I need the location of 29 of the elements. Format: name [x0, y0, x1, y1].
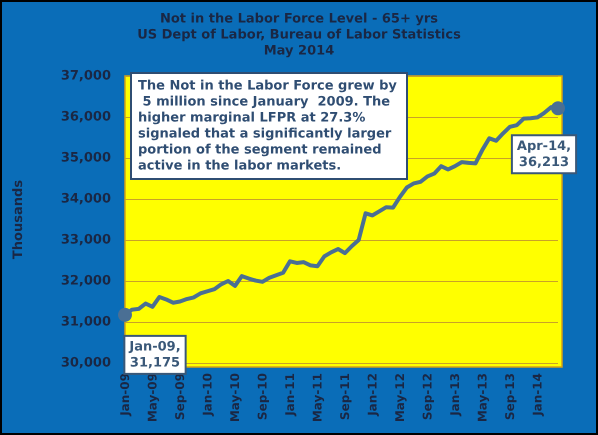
y-tick-label: 37,000: [60, 68, 111, 84]
annotation: The Not in the Labor Force grew by 5 million since January 2009. The higher marginal LFPR at 27.3% signaled that a significantly larger portion of the segment remained active in the labor markets.: [138, 78, 398, 174]
data-label: Apr-14, 36,213: [516, 138, 572, 170]
x-tick-label: Sep-11: [338, 373, 352, 420]
x-tick-label: Jan-10: [200, 373, 214, 417]
data-label: Jan-09, 31,175: [128, 339, 181, 370]
x-tick-label: Jan-14: [530, 373, 544, 417]
x-tick-label: May-12: [392, 373, 407, 422]
y-tick-label: 32,000: [60, 274, 111, 288]
x-tick-label: Sep-12: [420, 373, 434, 420]
y-tick-label: 31,000: [60, 314, 111, 330]
y-axis-title: Thousands: [11, 180, 26, 260]
x-tick-label: Sep-10: [255, 373, 270, 420]
y-tick-label: 35,000: [60, 150, 111, 166]
x-tick-label: May-13: [475, 373, 490, 422]
x-tick-label: Jan-11: [282, 373, 297, 417]
x-tick-label: Jan-13: [448, 373, 462, 417]
y-tick-label: 33,000: [60, 232, 111, 248]
x-tick-label: May-09: [145, 373, 160, 422]
x-tick-label: Sep-09: [172, 373, 187, 420]
y-tick-label: 34,000: [60, 192, 111, 206]
x-tick-label: Sep-13: [502, 373, 517, 420]
x-tick-label: Jan-09: [118, 373, 132, 417]
y-tick-label: 36,000: [60, 110, 111, 124]
x-tick-label: May-10: [228, 373, 242, 422]
chart-title: Not in the Labor Force Level - 65+ yrs US Dept of Labor, Bureau of Labor Statistics May 2014: [137, 12, 462, 58]
x-tick-label: May-11: [310, 373, 324, 422]
y-tick-label: 30,000: [60, 356, 111, 370]
x-tick-label: Jan-12: [365, 373, 380, 417]
